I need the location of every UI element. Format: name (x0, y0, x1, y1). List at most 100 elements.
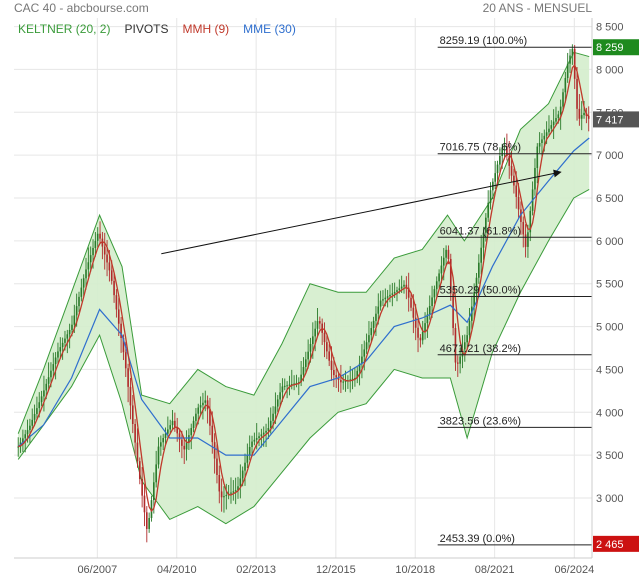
legend-entry: PIVOTS (124, 22, 168, 36)
candle-body (304, 359, 307, 367)
candle-body (29, 425, 31, 431)
candle-body (274, 406, 277, 414)
candle-body (391, 293, 394, 295)
candle-body (181, 439, 183, 446)
candle-body (155, 464, 157, 483)
candle-body (503, 146, 506, 148)
candle-body (529, 210, 532, 233)
candle-body (197, 407, 200, 414)
keltner-band (17, 51, 590, 525)
candle-body (433, 289, 436, 298)
candle-body (134, 424, 136, 443)
candle-body (59, 347, 62, 352)
chart-title: CAC 40 - abcbourse.com (14, 1, 149, 15)
candle-body (239, 478, 242, 487)
candle-body (564, 78, 567, 93)
candle-body (115, 295, 118, 310)
candle-body (213, 442, 216, 459)
candle-body (506, 146, 508, 157)
candle-body (246, 454, 249, 463)
candle-body (358, 363, 361, 371)
legend-entry: KELTNER (20, 2) (18, 22, 110, 36)
candle-body (309, 344, 312, 352)
candle-body (24, 434, 27, 439)
candle-body (473, 292, 475, 307)
candle-body (117, 309, 120, 324)
candle-body (312, 336, 314, 345)
candle-body (463, 342, 466, 350)
fib-level-label: 3823.56 (23.6%) (440, 415, 521, 427)
candle-body (167, 429, 169, 434)
candle-body (576, 78, 578, 109)
candle-body (517, 196, 520, 210)
candle-body (286, 385, 288, 387)
candle-body (31, 419, 34, 426)
candle-body (138, 461, 141, 479)
y-tick-label: 4 500 (596, 364, 624, 376)
candle-body (485, 217, 487, 233)
candle-body (587, 115, 590, 119)
candle-body (293, 383, 295, 385)
candle-body (552, 121, 555, 126)
candle-body (389, 294, 391, 297)
candle-body (199, 405, 202, 408)
candle-body (340, 379, 342, 383)
candle-body (566, 63, 569, 78)
candle-body (89, 255, 92, 263)
candle-body (583, 112, 585, 116)
low-price-badge (593, 535, 639, 552)
candle-body (466, 335, 468, 343)
candle-body (136, 442, 139, 462)
candle-body (218, 475, 221, 492)
candle-body (185, 442, 188, 450)
candle-body (480, 247, 482, 263)
x-tick-label: 10/2018 (395, 564, 435, 576)
candle-body (267, 428, 270, 431)
candle-body (440, 265, 443, 274)
candle-body (129, 386, 132, 406)
candle-body (169, 425, 172, 430)
candle-body (80, 287, 83, 297)
candle-body (349, 379, 352, 381)
candle-body (145, 512, 148, 529)
candle-body (38, 402, 41, 409)
x-tick-label: 06/2007 (77, 564, 117, 576)
candle-body (335, 375, 338, 378)
candle-body (295, 382, 298, 384)
candle-body (407, 287, 410, 298)
candle-body (557, 114, 560, 118)
candle-body (414, 317, 417, 328)
candle-body (361, 356, 363, 364)
y-tick-label: 5 500 (596, 279, 624, 291)
x-tick-label: 02/2013 (236, 564, 276, 576)
candle-body (265, 430, 267, 433)
candle-body (232, 491, 235, 493)
candle-body (244, 462, 246, 471)
candle-body (534, 168, 536, 190)
candle-body (368, 335, 370, 343)
candle-body (141, 478, 143, 496)
candle-body (183, 445, 186, 450)
candle-body (400, 286, 403, 289)
candle-body (61, 342, 64, 348)
candle-body (499, 156, 501, 165)
candle-body (122, 338, 125, 353)
x-tick-label: 08/2021 (475, 564, 515, 576)
candle-body (202, 402, 204, 406)
candle-body (419, 337, 422, 341)
candle-body (75, 306, 78, 316)
y-tick-label: 6 000 (596, 236, 624, 248)
candle-body (326, 342, 328, 352)
candle-body (545, 132, 548, 136)
candle-body (209, 409, 211, 426)
candle-body (496, 164, 499, 174)
candle-body (377, 306, 380, 314)
candles (17, 44, 590, 543)
candle-body (52, 364, 55, 371)
candle-body (370, 328, 373, 336)
candle-body (452, 293, 454, 328)
mme30-line (17, 137, 590, 456)
candle-body (393, 291, 396, 294)
candle-body (550, 125, 553, 129)
